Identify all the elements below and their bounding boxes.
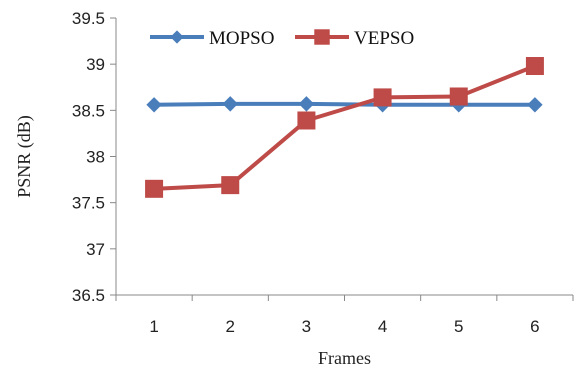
x-tick-label: 5 bbox=[454, 317, 463, 336]
y-tick-label: 38 bbox=[86, 148, 105, 167]
legend-item-mopso: MOPSO bbox=[150, 28, 274, 49]
legend-label: MOPSO bbox=[209, 28, 274, 49]
data-point bbox=[314, 29, 330, 45]
data-point bbox=[527, 97, 543, 113]
legend: MOPSO VEPSO bbox=[150, 28, 414, 49]
y-tick-label: 36.5 bbox=[72, 286, 105, 305]
x-ticks: 1 2 3 4 5 6 bbox=[115, 295, 574, 336]
y-tick-label: 37 bbox=[86, 240, 105, 259]
x-axis-title: Frames bbox=[318, 348, 371, 368]
data-point bbox=[525, 57, 544, 76]
series-mopso bbox=[146, 96, 543, 113]
y-tick-label: 37.5 bbox=[72, 194, 105, 213]
x-tick-label: 6 bbox=[530, 317, 539, 336]
data-point bbox=[145, 179, 164, 198]
series-layer bbox=[145, 57, 544, 198]
x-tick-label: 2 bbox=[226, 317, 235, 336]
series-line bbox=[152, 101, 537, 107]
y-tick-label: 38.5 bbox=[72, 101, 105, 120]
series-line bbox=[152, 64, 537, 191]
legend-item-vepso: VEPSO bbox=[295, 28, 414, 49]
y-ticks: 36.5 37 37.5 38 38.5 39 39.5 bbox=[72, 9, 116, 305]
series-vepso bbox=[145, 57, 544, 198]
data-point bbox=[221, 176, 240, 195]
y-axis-title: PSNR (dB) bbox=[14, 115, 35, 198]
data-point bbox=[373, 88, 392, 107]
data-point bbox=[222, 96, 238, 112]
data-point bbox=[146, 97, 162, 113]
x-tick-label: 3 bbox=[302, 317, 311, 336]
x-tick-label: 4 bbox=[378, 317, 387, 336]
data-point bbox=[449, 87, 468, 106]
axes bbox=[115, 18, 573, 296]
data-point bbox=[297, 111, 316, 130]
x-tick-label: 1 bbox=[149, 317, 158, 336]
data-point bbox=[298, 96, 315, 112]
y-tick-label: 39.5 bbox=[72, 9, 105, 28]
y-tick-label: 39 bbox=[86, 55, 105, 74]
data-point bbox=[170, 30, 184, 44]
legend-label: VEPSO bbox=[354, 28, 414, 49]
